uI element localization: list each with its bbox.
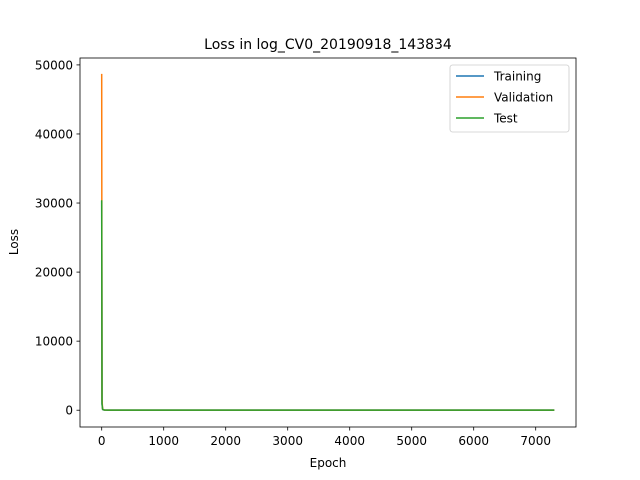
y-tick-label: 30000 [35, 197, 73, 211]
axes: 0 1000 2000 3000 4000 5000 6000 7000 0 10000 20000… [35, 57, 577, 448]
legend-box [449, 64, 570, 133]
x-tick-label: 1000 [148, 434, 179, 448]
x-tick-label: 2000 [210, 434, 241, 448]
legend-label-test: Test [493, 112, 518, 126]
legend-label-training: Training [493, 70, 541, 84]
x-tick-label: 6000 [458, 434, 489, 448]
legend-label-validation: Validation [494, 91, 553, 105]
x-tick-label: 0 [98, 434, 106, 448]
y-tick-label: 0 [65, 404, 73, 418]
x-tick-label: 7000 [520, 434, 551, 448]
chart-title: Loss in log_CV0_20190918_143834 [204, 37, 452, 53]
y-tick-label: 50000 [35, 58, 73, 72]
legend: Training Validation Test [449, 64, 570, 133]
series-lines [100, 73, 555, 411]
x-tick-label: 5000 [396, 434, 427, 448]
y-tick-label: 10000 [35, 335, 73, 349]
y-tick-label: 40000 [35, 127, 73, 141]
plot-frame [79, 57, 577, 428]
x-tick-label: 3000 [272, 434, 303, 448]
series-line-test [100, 200, 555, 411]
y-axis-label: Loss [7, 229, 21, 255]
x-tick-label: 4000 [334, 434, 365, 448]
y-tick-label: 20000 [35, 266, 73, 280]
x-axis-label: Epoch [310, 456, 347, 470]
